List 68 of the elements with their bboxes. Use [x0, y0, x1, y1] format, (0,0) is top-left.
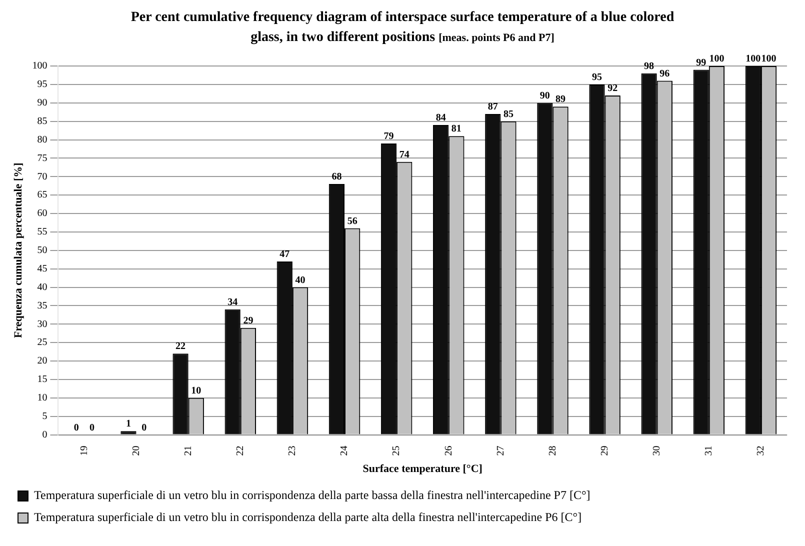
x-tick-label: 24 — [339, 446, 350, 456]
x-tick-label: 28 — [547, 446, 558, 456]
y-tick-label: 55 — [37, 226, 48, 238]
data-label: 100 — [709, 54, 724, 65]
data-label: 74 — [399, 149, 410, 160]
y-tick-label: 65 — [37, 190, 48, 201]
data-label: 100 — [746, 54, 761, 65]
y-tick-label: 75 — [37, 152, 48, 164]
x-tick-label: 19 — [78, 446, 90, 456]
data-label: 29 — [243, 315, 254, 326]
y-tick-label: 100 — [32, 60, 48, 72]
data-label: 0 — [74, 422, 79, 434]
y-tick-label: 25 — [37, 337, 48, 348]
data-label: 79 — [384, 131, 394, 142]
data-label: 56 — [347, 216, 358, 227]
y-tick-label: 30 — [37, 318, 48, 330]
data-label: 0 — [90, 422, 95, 434]
data-label: 34 — [228, 296, 238, 308]
x-tick-label: 30 — [651, 446, 662, 456]
data-label: 90 — [540, 90, 550, 102]
data-label: 95 — [592, 72, 602, 84]
y-tick-label: 90 — [37, 98, 48, 109]
x-tick-label: 32 — [756, 446, 767, 456]
data-label: 22 — [176, 341, 186, 352]
data-label: 0 — [142, 422, 147, 434]
data-label: 87 — [488, 102, 498, 113]
x-tick-label: 21 — [182, 446, 194, 456]
legend-label: Temperatura superficiale di un vetro blu in corrispondenza della parte alta della finestra nell'intercapedine P6 [C°] — [34, 510, 582, 524]
data-label: 92 — [608, 83, 618, 94]
data-label: 100 — [761, 54, 776, 65]
x-axis-title: Surface temperature [°C] — [362, 463, 482, 476]
data-label: 98 — [644, 60, 654, 72]
x-tick-label: 26 — [443, 446, 454, 456]
y-axis-title: Frequenza cumulata percentuale [%] — [12, 162, 24, 338]
data-label: 96 — [660, 68, 670, 80]
data-label: 40 — [295, 274, 306, 286]
x-tick-label: 22 — [235, 446, 246, 456]
y-tick-label: 10 — [37, 392, 48, 404]
data-label: 85 — [503, 108, 514, 120]
y-tick-label: 5 — [42, 410, 48, 422]
y-tick-label: 50 — [37, 245, 48, 256]
x-tick-label: 25 — [391, 446, 402, 456]
x-tick-label: 20 — [130, 446, 142, 456]
data-label: 68 — [332, 172, 342, 183]
data-label: 81 — [451, 124, 462, 135]
y-tick-label: 15 — [37, 374, 48, 386]
data-label: 1 — [126, 418, 131, 430]
y-tick-label: 45 — [37, 263, 48, 274]
y-tick-label: 85 — [37, 116, 48, 127]
y-tick-label: 0 — [42, 429, 48, 440]
data-label: 10 — [191, 386, 202, 396]
y-tick-label: 60 — [37, 208, 48, 220]
data-label: 84 — [436, 112, 446, 124]
y-tick-label: 35 — [37, 300, 48, 312]
data-label: 99 — [696, 57, 706, 68]
y-tick-label: 20 — [37, 356, 48, 367]
x-tick-label: 31 — [704, 446, 715, 456]
x-tick-label: 29 — [599, 446, 610, 456]
data-label: 47 — [280, 249, 290, 260]
y-tick-label: 95 — [37, 79, 48, 90]
x-tick-label: 27 — [495, 446, 506, 456]
chart-subtitle: [meas. points P6 and P7] — [438, 32, 554, 44]
y-tick-label: 40 — [37, 282, 48, 293]
x-tick-label: 23 — [287, 446, 298, 456]
y-tick-label: 80 — [37, 134, 48, 146]
y-tick-label: 70 — [37, 171, 48, 182]
data-label: 89 — [556, 94, 566, 106]
legend-label: Temperatura superficiale di un vetro blu in corrispondenza della parte bassa della finestra nell'intercapedine P7 [C°] — [34, 488, 590, 502]
